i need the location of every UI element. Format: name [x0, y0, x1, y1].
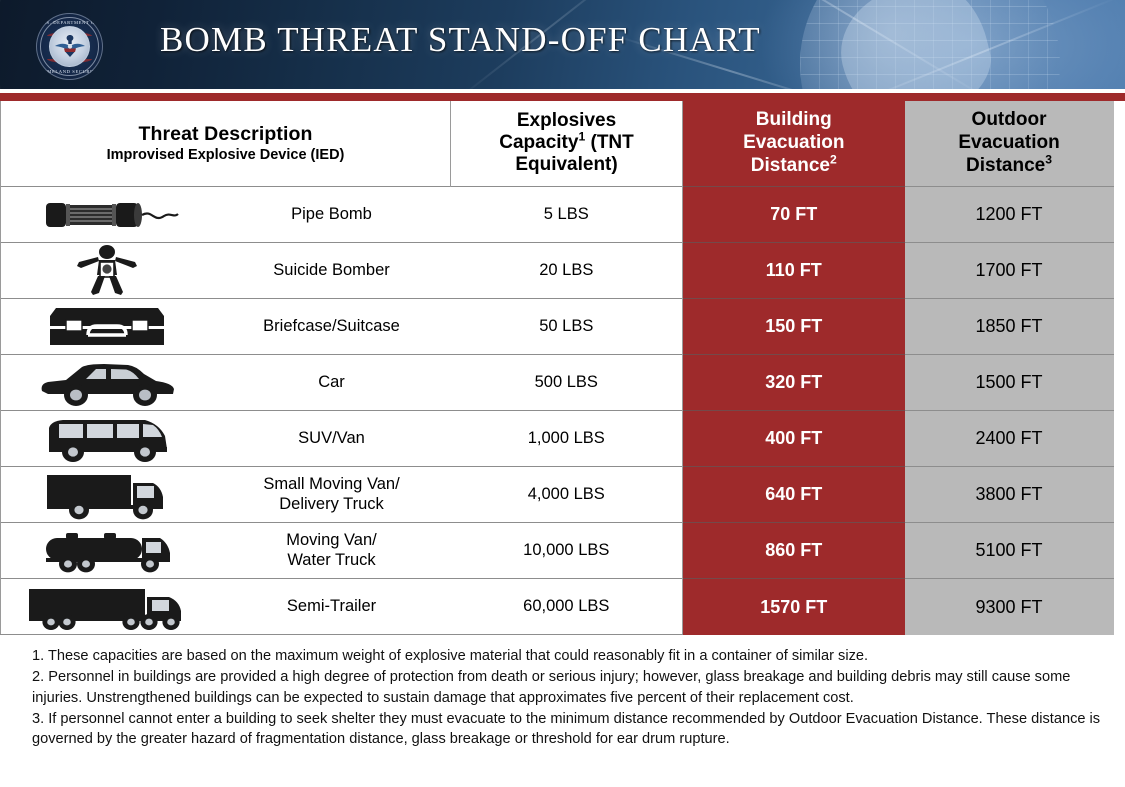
footnote-3: 3. If personnel cannot enter a building … — [32, 710, 1101, 748]
threat-description-cell: Pipe Bomb — [212, 186, 451, 243]
footnote-1: 1. These capacities are based on the max… — [32, 648, 869, 665]
explosives-capacity-cell: 60,000 LBS — [450, 578, 684, 636]
page-title: BOMB THREAT STAND-OFF CHART — [160, 20, 761, 59]
page-header: U.S. DEPARTMENT OF HOMELAND SECURITY BOM… — [0, 0, 1125, 89]
suicide-bomber-icon — [76, 244, 137, 295]
stand-off-table-wrapper: Threat Description Improvised Explosive … — [0, 101, 1114, 636]
tanker-truck-icon — [45, 532, 170, 573]
building-evacuation-distance-cell: 110 FT — [682, 242, 905, 299]
threat-description-title: Threat Description — [138, 122, 313, 145]
stand-off-table: Threat Description Improvised Explosive … — [0, 101, 1114, 636]
outdoor-evacuation-distance-cell: 1700 FT — [904, 242, 1114, 299]
explosives-capacity-cell: 50 LBS — [450, 298, 684, 355]
column-header-threat-description: Threat Description Improvised Explosive … — [0, 101, 452, 187]
column-header-building-evacuation-distance: Building Evacuation Distance2 — [682, 101, 905, 187]
threat-icon-cell — [0, 522, 213, 579]
table-row: Suicide Bomber 20 LBS 110 FT 1700 FT — [0, 242, 1114, 299]
threat-description-cell: Car — [212, 354, 451, 411]
table-body: Pipe Bomb 5 LBS 70 FT 1200 FT Suicide Bombe… — [0, 186, 1114, 636]
table-row: Briefcase/Suitcase 50 LBS 150 FT 1850 FT — [0, 298, 1114, 355]
table-row: Moving Van/Water Truck 10,000 LBS 860 FT 51… — [0, 522, 1114, 579]
capacity-line-2: Capacity1 (TNT — [499, 129, 634, 153]
table-row: Pipe Bomb 5 LBS 70 FT 1200 FT — [0, 186, 1114, 243]
footnote-2: 2. Personnel in buildings are provided a… — [32, 669, 1071, 706]
threat-icon-cell — [0, 410, 213, 467]
column-header-outdoor-evacuation-distance: Outdoor Evacuation Distance3 — [904, 101, 1114, 187]
capacity-line-1: Explosives — [516, 109, 617, 131]
car-icon — [41, 363, 174, 406]
outdoor-evacuation-distance-cell: 9300 FT — [904, 578, 1114, 635]
footnote-ref-3: 3 — [1045, 152, 1052, 167]
capacity-line-3: Equivalent) — [515, 154, 618, 176]
threat-description-subtitle: Improvised Explosive Device (IED) — [106, 146, 345, 163]
outdoor-line-3: Distance3 — [966, 152, 1052, 176]
eagle-icon — [54, 34, 85, 57]
seal-top-text: U.S. DEPARTMENT OF — [40, 20, 99, 25]
building-evacuation-distance-cell: 640 FT — [682, 466, 905, 523]
building-evacuation-distance-cell: 320 FT — [682, 354, 905, 411]
threat-description-cell: Moving Van/Water Truck — [212, 522, 451, 579]
building-evacuation-distance-cell: 70 FT — [682, 186, 905, 243]
table-row: Car 500 LBS 320 FT 1500 FT — [0, 354, 1114, 411]
explosives-capacity-cell: 4,000 LBS — [450, 466, 684, 523]
outdoor-evacuation-distance-cell: 2400 FT — [904, 410, 1114, 467]
threat-icon-cell — [0, 242, 213, 299]
outdoor-evacuation-distance-cell: 3800 FT — [904, 466, 1114, 523]
explosives-capacity-cell: 20 LBS — [450, 242, 684, 299]
building-evacuation-distance-cell: 1570 FT — [682, 578, 905, 635]
seal-bottom-text: HOMELAND SECURITY — [39, 69, 100, 74]
outdoor-evacuation-distance-cell: 5100 FT — [904, 522, 1114, 579]
building-evacuation-distance-cell: 150 FT — [682, 298, 905, 355]
outdoor-line-1: Outdoor — [971, 109, 1047, 130]
dhs-seal-icon: U.S. DEPARTMENT OF HOMELAND SECURITY — [36, 13, 103, 80]
outdoor-evacuation-distance-cell: 1850 FT — [904, 298, 1114, 355]
explosives-capacity-cell: 10,000 LBS — [450, 522, 684, 579]
threat-description-cell: Small Moving Van/Delivery Truck — [212, 466, 451, 523]
table-row: Small Moving Van/Delivery Truck 4,000 LBS… — [0, 466, 1114, 523]
explosives-capacity-cell: 1,000 LBS — [450, 410, 684, 467]
explosives-capacity-cell: 500 LBS — [450, 354, 684, 411]
building-evacuation-distance-cell: 400 FT — [682, 410, 905, 467]
table-header: Threat Description Improvised Explosive … — [0, 101, 1114, 187]
outdoor-line-2: Evacuation — [958, 131, 1060, 153]
van-icon — [48, 419, 167, 462]
threat-description-cell: SUV/Van — [212, 410, 451, 467]
threat-description-cell: Semi-Trailer — [212, 578, 451, 636]
threat-description-cell: Suicide Bomber — [212, 242, 451, 299]
outdoor-evacuation-distance-cell: 1200 FT — [904, 186, 1114, 243]
threat-description-cell: Briefcase/Suitcase — [212, 298, 451, 355]
table-row: Semi-Trailer 60,000 LBS 1570 FT 9300 FT — [0, 578, 1114, 636]
pipe-bomb-icon — [45, 202, 179, 227]
globe-graphic — [800, 0, 1060, 89]
building-line-3: Distance2 — [750, 152, 837, 176]
footnotes: 1. These capacities are based on the max… — [0, 635, 1125, 750]
footnote-ref-2: 2 — [829, 152, 837, 167]
semi-trailer-icon — [28, 588, 181, 630]
threat-icon-cell — [0, 578, 213, 636]
column-header-explosives-capacity: Explosives Capacity1 (TNT Equivalent) — [450, 101, 684, 187]
table-row: SUV/Van 1,000 LBS 400 FT 2400 FT — [0, 410, 1114, 467]
seal-outer-ring — [40, 17, 99, 76]
threat-icon-cell — [0, 354, 213, 411]
building-evacuation-distance-cell: 860 FT — [682, 522, 905, 579]
outdoor-evacuation-distance-cell: 1500 FT — [904, 354, 1114, 411]
header-red-rule — [0, 93, 1125, 101]
threat-icon-cell — [0, 186, 213, 243]
box-truck-icon — [46, 474, 163, 520]
explosives-capacity-cell: 5 LBS — [450, 186, 684, 243]
threat-icon-cell — [0, 466, 213, 523]
building-line-2: Evacuation — [743, 131, 845, 153]
threat-icon-cell — [0, 298, 213, 355]
briefcase-icon — [49, 307, 164, 345]
building-line-1: Building — [755, 109, 832, 130]
footnote-ref-1: 1 — [578, 129, 586, 144]
